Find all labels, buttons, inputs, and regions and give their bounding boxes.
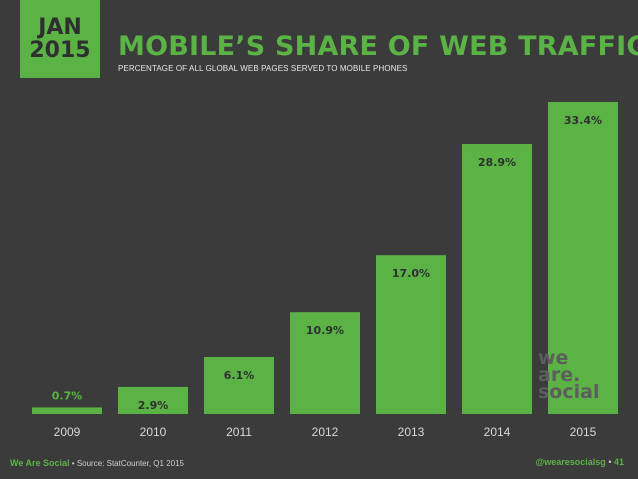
date-badge: JAN 2015 — [20, 0, 100, 78]
badge-month: JAN — [38, 14, 82, 40]
footer-meta: @wearesocialsg • 41 — [535, 457, 624, 467]
bar-2011 — [204, 357, 274, 414]
page-number: 41 — [613, 457, 624, 467]
watermark-logo: we are. social — [538, 347, 600, 403]
chart-subtitle: PERCENTAGE OF ALL GLOBAL WEB PAGES SERVE… — [118, 64, 408, 73]
value-label-2014: 28.9% — [478, 156, 516, 169]
value-label-2015: 33.4% — [564, 114, 602, 127]
watermark-line3: social — [538, 381, 600, 403]
bar-2010 — [118, 386, 188, 414]
footer-source: We Are Social • Source: StatCounter, Q1 … — [10, 458, 184, 468]
footer-brand: We Are Social — [10, 458, 70, 468]
bar-2014 — [462, 144, 532, 414]
footer-separator-right: • — [608, 457, 612, 467]
x-tick-2013: 2013 — [398, 425, 425, 439]
bar-2013 — [376, 255, 446, 414]
value-label-2013: 17.0% — [392, 267, 430, 280]
value-label-2012: 10.9% — [306, 324, 344, 337]
x-tick-2014: 2014 — [484, 425, 511, 439]
badge-year: 2015 — [29, 38, 91, 63]
x-tick-2009: 2009 — [54, 425, 81, 439]
x-tick-2011: 2011 — [226, 425, 252, 439]
footer-source-text: Source: StatCounter, Q1 2015 — [76, 459, 184, 468]
bar-2012 — [290, 312, 360, 414]
bar-2015 — [548, 102, 618, 414]
value-label-2009: 0.7% — [52, 389, 83, 402]
footer-separator: • — [71, 459, 75, 468]
bar-2009 — [32, 407, 102, 414]
chart-title: MOBILE’S SHARE OF WEB TRAFFIC — [118, 31, 638, 62]
footer-handle: @wearesocialsg — [535, 457, 606, 467]
value-label-2010: 2.9% — [138, 399, 169, 412]
x-tick-2012: 2012 — [312, 425, 339, 439]
watermark-line1: we — [538, 347, 569, 369]
x-tick-2010: 2010 — [140, 425, 167, 439]
value-label-2011: 6.1% — [224, 369, 255, 382]
watermark-line2: are. — [538, 364, 581, 386]
x-tick-2015: 2015 — [570, 425, 597, 439]
